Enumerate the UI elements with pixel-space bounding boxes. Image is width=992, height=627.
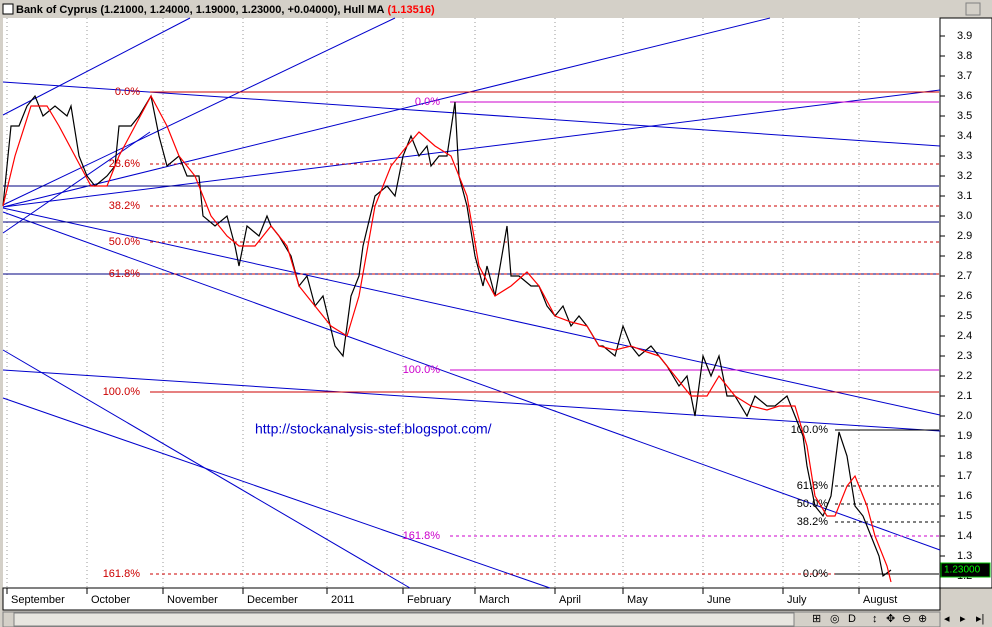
price-line [2, 94, 892, 583]
trend-line [2, 369, 941, 432]
x-tick-label: October [91, 594, 130, 606]
indicator-value: (1.13516) [388, 4, 435, 16]
y-tick-label: 3.3 [957, 150, 972, 162]
window-icon[interactable] [2, 3, 14, 15]
y-tick-label: 2.6 [957, 290, 972, 302]
fib-label: 38.2% [109, 200, 140, 212]
x-tick-label: July [787, 594, 807, 606]
x-tick-label: August [863, 594, 897, 606]
toolbar-button[interactable]: ◂ [944, 613, 950, 625]
y-tick-label: 1.5 [957, 510, 972, 522]
chart-title: Bank of Cyprus [16, 4, 97, 16]
toolbar-button[interactable]: ⊞ [812, 613, 821, 625]
toolbar-button[interactable]: D [848, 613, 856, 625]
trend-line [2, 397, 551, 589]
fib-label: 38.2% [797, 516, 828, 528]
y-tick-label: 3.6 [957, 90, 972, 102]
trend-line [2, 17, 396, 206]
y-tick-label: 1.7 [957, 470, 972, 482]
toolbar-icons: ⊞ ◎ D ↕ ✥ ⊖ ⊕ ◂ ▸ ▸| [812, 613, 984, 625]
y-tick-label: 1.4 [957, 530, 972, 542]
x-tick-label: March [479, 594, 510, 606]
y-tick-label: 2.3 [957, 350, 972, 362]
fib-label: 161.8% [103, 568, 141, 580]
title-line: Bank of Cyprus (1.21000, 1.24000, 1.1900… [16, 4, 435, 16]
y-tick-label: 3.4 [957, 130, 972, 142]
trend-line [2, 81, 941, 147]
y-tick-label: 2.0 [957, 410, 972, 422]
toolbar-button[interactable]: ▸| [976, 613, 984, 625]
y-tick-label: 2.8 [957, 250, 972, 262]
y-tick-label: 2.9 [957, 230, 972, 242]
y-tick-label: 3.2 [957, 170, 972, 182]
y-tick-label: 3.7 [957, 70, 972, 82]
toolbar-button[interactable]: ✥ [886, 613, 895, 625]
price-line [2, 94, 892, 578]
scrollbar-track[interactable] [13, 612, 795, 627]
trend-line [2, 207, 941, 416]
y-tick-label: 2.1 [957, 390, 972, 402]
x-tick-label: June [707, 594, 731, 606]
toolbar-button[interactable]: ▸ [960, 613, 966, 625]
trend-line [2, 211, 941, 551]
fib-label: 100.0% [403, 364, 441, 376]
y-tick-label: 2.2 [957, 370, 972, 382]
last-price-label: 1.23000 [944, 565, 981, 576]
trend-line [2, 131, 151, 234]
x-tick-label: September [11, 594, 65, 606]
fib-label: 0.0% [115, 86, 140, 98]
y-axis-area [939, 17, 992, 589]
y-tick-label: 3.0 [957, 210, 972, 222]
fib-label: 100.0% [103, 386, 141, 398]
x-tick-label: April [559, 594, 581, 606]
fib-label: 0.0% [803, 568, 828, 580]
y-tick-label: 1.8 [957, 450, 972, 462]
trend-line [2, 17, 191, 116]
toolbar-button[interactable]: ⊖ [902, 613, 911, 625]
x-tick-label: May [627, 594, 648, 606]
toolbar-button[interactable]: ⊕ [918, 613, 927, 625]
x-axis-area [2, 587, 941, 611]
y-tick-label: 1.6 [957, 490, 972, 502]
x-tick-label: February [407, 594, 452, 606]
x-tick-label: December [247, 594, 298, 606]
toolbar-button[interactable]: ◎ [830, 613, 840, 625]
y-tick-label: 1.9 [957, 430, 972, 442]
x-tick-label: November [167, 594, 218, 606]
trend-lines [2, 17, 941, 589]
fib-label: 100.0% [791, 424, 829, 436]
annotation-url: http://stockanalysis-stef.blogspot.com/ [255, 421, 492, 437]
trend-line [2, 89, 941, 208]
y-tick-label: 2.7 [957, 270, 972, 282]
close-button[interactable] [965, 2, 981, 16]
fib-label: 0.0% [415, 96, 440, 108]
fib-label: 50.0% [797, 498, 828, 510]
fib-label: 61.8% [109, 268, 140, 280]
y-tick-label: 3.8 [957, 50, 972, 62]
trend-line [2, 17, 771, 208]
fib-label: 161.8% [403, 530, 441, 542]
y-tick-label: 3.9 [957, 30, 972, 42]
y-tick-label: 3.1 [957, 190, 972, 202]
last-price-box [940, 562, 991, 578]
fib-label: 61.8% [797, 480, 828, 492]
y-tick-label: 3.5 [957, 110, 972, 122]
y-tick-label: 2.5 [957, 310, 972, 322]
title-bar [0, 0, 992, 18]
legend-entry: Hull MA [344, 4, 385, 16]
fib-label: 50.0% [109, 236, 140, 248]
y-tick-label: 1.3 [957, 550, 972, 562]
ohlc-label: (1.21000, 1.24000, 1.19000, 1.23000, +0.… [100, 4, 340, 16]
toolbar-button[interactable]: ↕ [872, 613, 878, 625]
plot-area [3, 18, 940, 588]
x-tick-label: 2011 [331, 594, 355, 606]
y-tick-label: 2.4 [957, 330, 972, 342]
